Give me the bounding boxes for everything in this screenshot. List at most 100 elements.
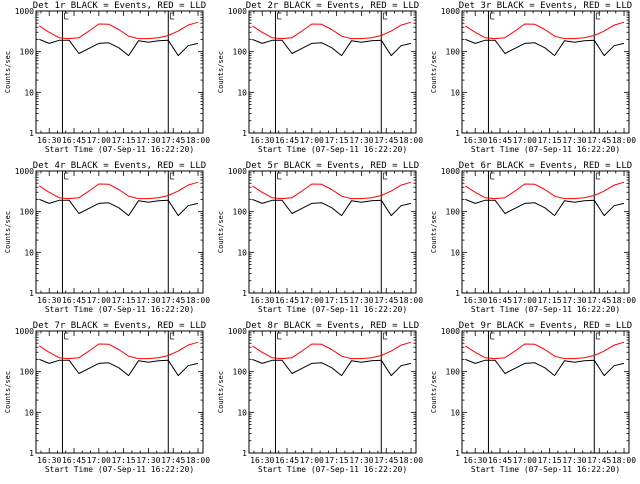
x-tick-label: 16:30 <box>250 296 274 305</box>
x-tick-label: 17:45 <box>161 136 185 145</box>
panel-title: Det 5r BLACK = Events, RED = LLD <box>246 161 419 171</box>
x-tick-label: 17:45 <box>374 456 398 465</box>
y-tick-label: 1000 <box>441 7 460 16</box>
series-line-events <box>252 358 412 377</box>
x-axis-label: Start Time (07-Sep-11 16:22:20) <box>45 145 194 154</box>
x-axis-label: Start Time (07-Sep-11 16:22:20) <box>471 465 620 474</box>
panel-title: Det 8r BLACK = Events, RED = LLD <box>246 321 419 331</box>
x-tick-label: 16:45 <box>488 456 512 465</box>
x-tick-label: 17:15 <box>112 296 136 305</box>
x-tick-label: 17:45 <box>587 456 611 465</box>
panel-title: Det 4r BLACK = Events, RED = LLD <box>33 161 206 171</box>
series-line-lld <box>465 181 625 200</box>
y-tick-label: 1 <box>242 449 247 458</box>
panel-title: Det 1r BLACK = Events, RED = LLD <box>33 1 206 11</box>
panel-title: Det 6r BLACK = Events, RED = LLD <box>459 161 632 171</box>
plot-frame <box>461 330 630 454</box>
y-tick-label: 1 <box>29 449 34 458</box>
y-tick-label: 10 <box>24 88 34 97</box>
y-tick-label: 10 <box>24 408 34 417</box>
x-tick-label: 18:00 <box>612 136 636 145</box>
plot-frame <box>461 170 630 294</box>
x-tick-label: 16:30 <box>37 456 61 465</box>
plot-frame <box>35 330 204 454</box>
series-line-lld <box>465 21 625 40</box>
y-axis-label: Counts/sec <box>430 51 438 93</box>
y-tick-label: 10 <box>450 248 460 257</box>
series-line-lld <box>252 181 412 200</box>
y-tick-label: 10 <box>237 88 247 97</box>
y-tick-label: 1 <box>29 129 34 138</box>
x-tick-label: 17:45 <box>374 136 398 145</box>
x-tick-label: 17:15 <box>325 136 349 145</box>
x-tick-label: 17:30 <box>349 136 373 145</box>
x-tick-label: 17:45 <box>587 136 611 145</box>
series-line-events <box>39 358 199 377</box>
chart-panel-9: Det 9r BLACK = Events, RED = LLD 1 10 100 10… <box>430 321 636 474</box>
series-line-lld <box>39 341 199 360</box>
x-tick-label: 16:30 <box>250 456 274 465</box>
y-tick-label: 1 <box>242 289 247 298</box>
x-tick-label: 17:30 <box>136 136 160 145</box>
x-tick-label: 17:15 <box>325 296 349 305</box>
chart-panel-1: Det 1r BLACK = Events, RED = LLD 1 10 100 10… <box>4 1 210 154</box>
y-tick-label: 100 <box>446 48 461 57</box>
panel-title: Det 9r BLACK = Events, RED = LLD <box>459 321 632 331</box>
x-axis-label: Start Time (07-Sep-11 16:22:20) <box>258 465 407 474</box>
y-axis-label: Counts/sec <box>4 51 12 93</box>
y-axis-label: Counts/sec <box>430 211 438 253</box>
plot-frame <box>248 10 417 134</box>
series-line-lld <box>252 341 412 360</box>
y-tick-label: 1 <box>455 129 460 138</box>
x-tick-label: 17:30 <box>136 296 160 305</box>
x-tick-label: 17:15 <box>112 136 136 145</box>
x-axis-label: Start Time (07-Sep-11 16:22:20) <box>258 145 407 154</box>
x-axis-label: Start Time (07-Sep-11 16:22:20) <box>258 305 407 314</box>
x-tick-label: 16:45 <box>275 296 299 305</box>
plot-frame <box>248 170 417 294</box>
y-tick-label: 1000 <box>228 7 247 16</box>
x-tick-label: 16:30 <box>463 136 487 145</box>
x-tick-label: 18:00 <box>612 296 636 305</box>
plot-frame <box>35 170 204 294</box>
y-tick-label: 1000 <box>441 327 460 336</box>
chart-panel-4: Det 4r BLACK = Events, RED = LLD 1 10 100 10… <box>4 161 210 314</box>
series-line-events <box>39 198 199 217</box>
x-axis-label: Start Time (07-Sep-11 16:22:20) <box>471 305 620 314</box>
x-tick-label: 16:45 <box>488 136 512 145</box>
x-tick-label: 16:30 <box>250 136 274 145</box>
series-line-events <box>39 38 199 57</box>
chart-panel-5: Det 5r BLACK = Events, RED = LLD 1 10 100 10… <box>217 161 423 314</box>
series-line-events <box>465 198 625 217</box>
x-tick-label: 16:30 <box>37 136 61 145</box>
x-tick-label: 16:45 <box>62 136 86 145</box>
panel-title: Det 2r BLACK = Events, RED = LLD <box>246 1 419 11</box>
y-axis-label: Counts/sec <box>217 371 225 413</box>
y-tick-label: 100 <box>233 368 248 377</box>
x-tick-label: 17:30 <box>562 296 586 305</box>
y-tick-label: 1 <box>455 449 460 458</box>
plot-frame <box>461 10 630 134</box>
x-tick-label: 16:30 <box>37 296 61 305</box>
x-tick-label: 17:30 <box>136 456 160 465</box>
x-tick-label: 17:00 <box>300 136 324 145</box>
x-tick-label: 17:45 <box>587 296 611 305</box>
x-tick-label: 16:45 <box>62 456 86 465</box>
y-tick-label: 1000 <box>15 327 34 336</box>
x-tick-label: 17:00 <box>87 456 111 465</box>
x-tick-label: 18:00 <box>186 136 210 145</box>
x-tick-label: 17:30 <box>349 456 373 465</box>
y-tick-label: 10 <box>237 408 247 417</box>
series-line-events <box>465 358 625 377</box>
x-tick-label: 16:45 <box>488 296 512 305</box>
series-line-lld <box>39 181 199 200</box>
y-tick-label: 100 <box>20 208 35 217</box>
x-axis-label: Start Time (07-Sep-11 16:22:20) <box>45 465 194 474</box>
chart-panel-7: Det 7r BLACK = Events, RED = LLD 1 10 100 10… <box>4 321 210 474</box>
y-tick-label: 10 <box>24 248 34 257</box>
x-tick-label: 17:00 <box>513 456 537 465</box>
x-tick-label: 17:15 <box>112 456 136 465</box>
x-tick-label: 17:00 <box>87 136 111 145</box>
x-tick-label: 16:30 <box>463 456 487 465</box>
